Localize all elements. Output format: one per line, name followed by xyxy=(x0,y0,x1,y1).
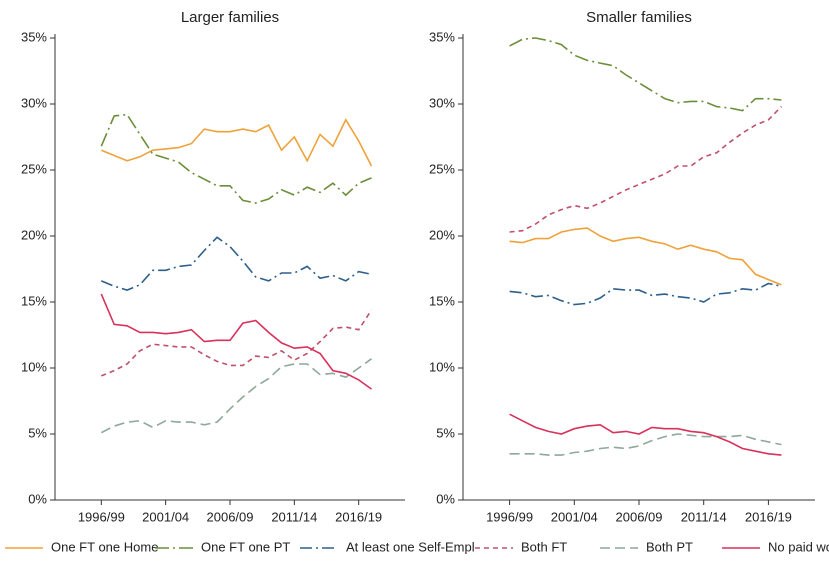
y-tick-label: 0% xyxy=(436,491,455,506)
x-tick-label: 2001/04 xyxy=(142,509,189,524)
x-tick-label: 2016/19 xyxy=(335,509,382,524)
legend-label: At least one Self-Empl xyxy=(346,539,475,554)
series-line xyxy=(509,433,782,456)
legend-label: One FT one PT xyxy=(201,539,290,554)
x-tick-label: 2011/14 xyxy=(681,509,727,524)
y-tick-label: 25% xyxy=(21,161,47,176)
y-tick-label: 0% xyxy=(28,491,47,506)
y-tick-label: 25% xyxy=(429,161,455,176)
x-tick-label: 2006/09 xyxy=(207,509,254,524)
y-tick-label: 30% xyxy=(429,95,455,110)
y-tick-label: 35% xyxy=(429,29,455,44)
series-line xyxy=(100,118,373,167)
y-tick-label: 15% xyxy=(21,293,47,308)
y-tick-label: 10% xyxy=(21,359,47,374)
series-line xyxy=(509,413,782,456)
y-tick-label: 5% xyxy=(436,425,455,440)
x-tick-label: 2006/09 xyxy=(616,509,663,524)
y-tick-label: 5% xyxy=(28,425,47,440)
y-tick-label: 20% xyxy=(429,227,455,242)
x-tick-label: 1996/99 xyxy=(486,509,533,524)
y-tick-label: 20% xyxy=(21,227,47,242)
y-tick-label: 15% xyxy=(429,293,455,308)
x-tick-label: 2011/14 xyxy=(271,509,317,524)
chart-title: Larger families xyxy=(181,9,279,26)
series-line xyxy=(509,106,782,233)
series-line xyxy=(100,309,373,377)
legend-label: No paid work xyxy=(768,539,829,554)
y-tick-label: 10% xyxy=(429,359,455,374)
series-line xyxy=(100,236,372,291)
x-tick-label: 2001/04 xyxy=(551,509,598,524)
x-tick-label: 1996/99 xyxy=(78,509,125,524)
legend-label: Both FT xyxy=(521,539,567,554)
legend-label: Both PT xyxy=(646,539,693,554)
series-line xyxy=(100,293,372,390)
series-line xyxy=(509,227,782,286)
series-line xyxy=(100,113,372,204)
series-line xyxy=(509,282,782,306)
series-line xyxy=(100,358,372,434)
x-tick-label: 2016/19 xyxy=(745,509,792,524)
y-tick-label: 30% xyxy=(21,95,47,110)
chart-title: Smaller families xyxy=(586,9,692,26)
series-line xyxy=(509,37,782,112)
y-tick-label: 35% xyxy=(21,29,47,44)
legend-label: One FT one Home xyxy=(51,539,158,554)
